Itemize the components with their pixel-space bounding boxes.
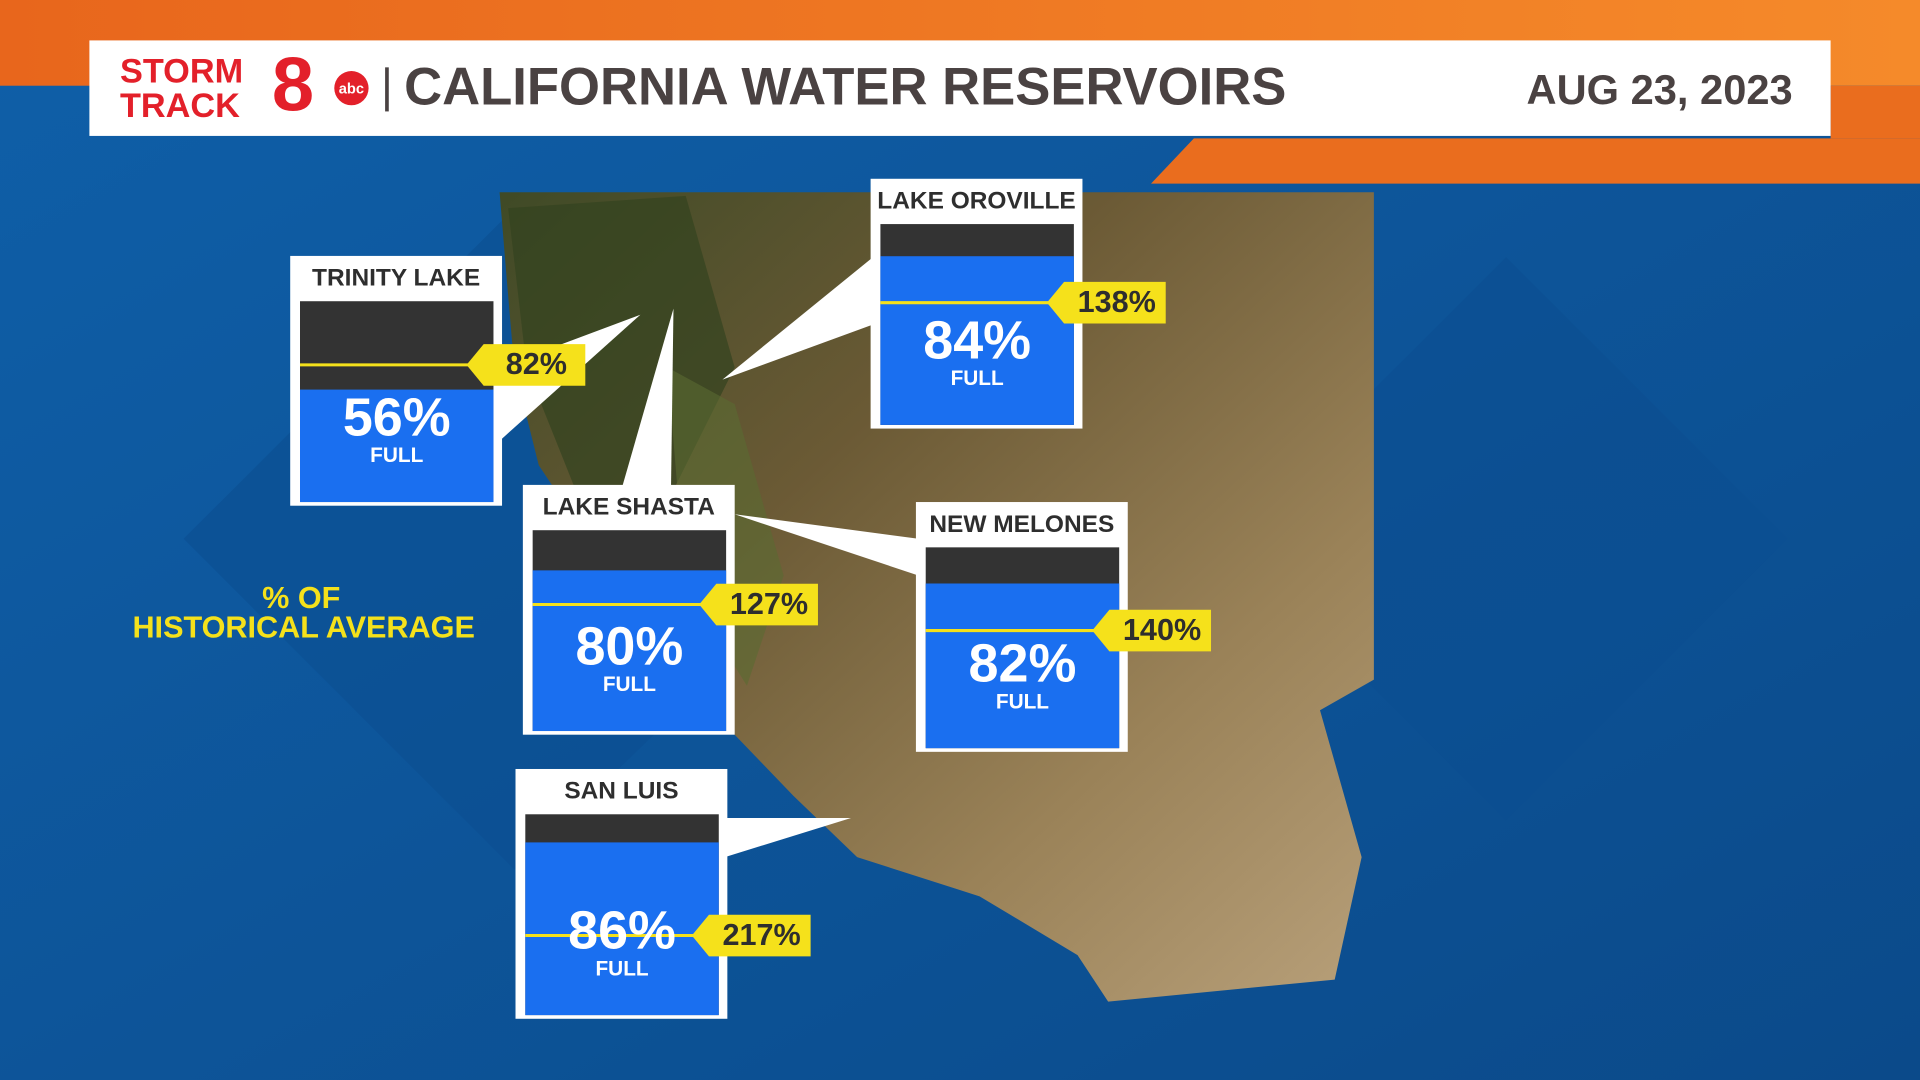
logo-network: abc [339, 81, 364, 97]
average-label: 217% [722, 918, 800, 952]
header-bar [89, 40, 1831, 136]
orange-accent [1830, 85, 1920, 139]
title: CALIFORNIA WATER RESERVOIRS [404, 58, 1286, 117]
average-tag [466, 344, 586, 386]
average-tag [1092, 609, 1212, 652]
pointer [722, 257, 874, 380]
reservoir-name: TRINITY LAKE [312, 265, 480, 292]
full-label: FULL [370, 444, 423, 467]
gauge-fill [925, 583, 1120, 749]
percent-full: 86% [568, 901, 676, 961]
average-tag [1046, 281, 1166, 324]
logo-number: 8 [272, 43, 314, 128]
legend-text: % OF [262, 581, 340, 615]
reservoir-name: NEW MELONES [929, 511, 1114, 538]
average-label: 140% [1123, 613, 1201, 647]
logo-text: TRACK [120, 87, 240, 125]
full-label: FULL [951, 367, 1004, 390]
full-label: FULL [996, 690, 1049, 713]
logo-badge [334, 71, 369, 106]
percent-full: 56% [343, 387, 451, 447]
gauge-fill [880, 256, 1074, 425]
reservoir-name: SAN LUIS [564, 778, 678, 805]
average-tag [691, 914, 811, 957]
gauge-fill [532, 570, 727, 732]
pointer [724, 817, 852, 858]
full-label: FULL [595, 957, 648, 980]
percent-full: 82% [969, 634, 1077, 694]
logo-text: STORM [120, 53, 243, 91]
reservoir-name: LAKE SHASTA [543, 494, 716, 521]
gauge-fill [300, 389, 494, 503]
legend-text: HISTORICAL AVERAGE [132, 610, 474, 644]
pointer [622, 308, 674, 488]
average-label: 82% [506, 347, 567, 381]
reservoir-name: LAKE OROVILLE [877, 188, 1075, 215]
orange-accent [1151, 138, 1920, 184]
average-label: 138% [1078, 285, 1156, 319]
full-label: FULL [603, 673, 656, 696]
average-tag [699, 583, 818, 626]
percent-full: 80% [575, 616, 683, 676]
average-label: 127% [730, 587, 808, 621]
date: AUG 23, 2023 [1527, 66, 1793, 113]
gauge-fill [525, 842, 719, 1016]
percent-full: 84% [923, 310, 1031, 370]
